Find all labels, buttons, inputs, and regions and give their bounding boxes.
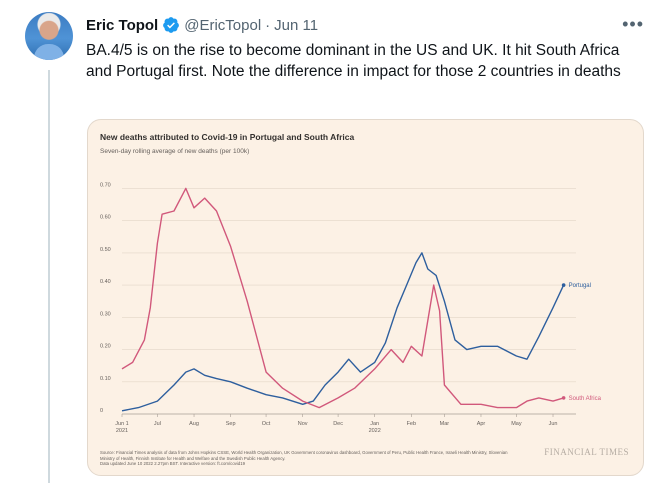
x-tick-label: Jun — [549, 421, 558, 427]
tweet-header: Eric Topol @EricTopol · Jun 11 — [86, 14, 318, 36]
tweet-date[interactable]: Jun 11 — [274, 16, 319, 34]
chart-source-note: Source: Financial Times analysis of data… — [100, 450, 520, 467]
chart-subtitle: Seven-day rolling average of new deaths … — [100, 148, 250, 155]
publisher-logo: FINANCIAL TIMES — [544, 447, 629, 457]
x-tick-label: Jul — [154, 421, 161, 427]
y-tick-label: 0.50 — [100, 247, 111, 253]
y-tick-label: 0.60 — [100, 215, 111, 221]
chart-title: New deaths attributed to Covid-19 in Por… — [100, 132, 355, 142]
x-tick-label: Feb — [407, 421, 416, 427]
x-tick-label: Mar — [440, 421, 450, 427]
x-tick-label: Apr — [477, 421, 486, 427]
series-line-south-africa — [121, 187, 564, 409]
x-tick-label: Sep — [226, 421, 236, 427]
series-end-point — [561, 396, 566, 400]
x-tick-label: Dec — [333, 421, 343, 427]
x-tick-year-label: 2022 — [369, 428, 381, 434]
chart-image-card[interactable]: New deaths attributed to Covid-19 in Por… — [87, 119, 644, 476]
y-tick-label: 0.30 — [100, 311, 111, 317]
y-tick-label: 0 — [100, 408, 103, 414]
x-tick-label: Oct — [262, 421, 271, 427]
more-options-icon[interactable]: ••• — [622, 14, 644, 34]
y-tick-label: 0.10 — [100, 376, 111, 382]
chart-source-text: Source: Financial Times analysis of data… — [100, 450, 508, 461]
series-label: Portugal — [569, 283, 591, 289]
y-tick-label: 0.70 — [100, 182, 111, 188]
y-tick-label: 0.20 — [100, 344, 111, 350]
author-name[interactable]: Eric Topol — [86, 16, 159, 34]
x-tick-label: Nov — [298, 421, 308, 427]
y-tick-label: 0.40 — [100, 279, 111, 285]
x-tick-year-label: 2021 — [116, 428, 128, 434]
x-tick-label: Jan — [370, 421, 379, 427]
series-label: South Africa — [569, 396, 602, 402]
verified-badge-icon — [163, 17, 180, 33]
avatar-shirt — [34, 44, 64, 60]
author-handle[interactable]: @EricTopol — [184, 16, 262, 34]
x-tick-label: May — [511, 421, 522, 427]
separator-dot: · — [265, 16, 271, 34]
chart-updated-text: Data updated June 10 2022 2.27pm BST. In… — [100, 461, 245, 466]
avatar[interactable] — [25, 12, 73, 60]
series-end-point — [561, 283, 566, 287]
x-tick-label: Jun 1 — [115, 421, 128, 427]
thread-connector-line — [48, 70, 50, 483]
x-tick-label: Aug — [189, 421, 199, 427]
series-line-portugal — [121, 252, 565, 412]
tweet-text: BA.4/5 is on the rise to become dominant… — [86, 42, 621, 80]
